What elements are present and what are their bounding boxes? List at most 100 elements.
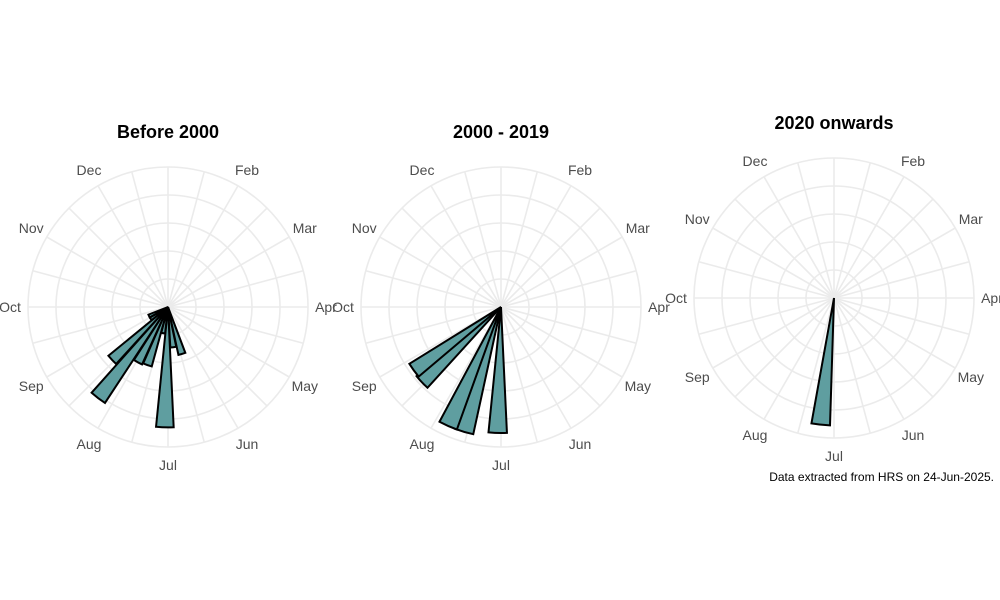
grid-spoke [167,185,239,308]
grid-spoke [833,297,905,420]
grid-spoke [430,185,502,308]
grid-spoke [500,306,572,429]
month-label: Jul [159,457,177,473]
bar [147,306,169,319]
grid-spoke [500,306,623,378]
month-label: Jun [236,436,259,452]
grid-spoke [763,297,835,420]
grid-spoke [167,306,268,407]
month-label: Jun [902,427,925,443]
month-label: Oct [0,299,21,315]
month-label: Aug [77,436,102,452]
month-label: Oct [332,299,354,315]
bar [408,306,502,378]
grid-spoke [167,171,206,308]
chart-title: 2000 - 2019 [453,122,549,142]
month-label: Apr [315,299,337,315]
grid-spoke [833,297,956,369]
month-label: Jul [825,448,843,464]
grid-spoke [46,236,169,308]
month-label: Sep [685,369,710,385]
grid-spoke [833,176,905,299]
grid-spoke [500,306,637,345]
month-label: Dec [77,162,102,178]
grid-spoke [130,171,169,308]
grid-spoke [500,185,572,308]
grid-spoke [833,227,956,299]
chart-title: 2020 onwards [774,113,893,133]
grid-spoke [500,269,637,308]
month-label: Mar [293,220,317,236]
bar [90,306,169,405]
month-label: Jul [492,457,510,473]
grid-spoke [167,236,290,308]
grid-spoke [500,207,601,308]
grid-spoke [463,171,502,308]
grid-spoke [167,269,304,308]
grid-spoke [167,306,239,429]
month-label: May [958,369,984,385]
month-label: Jun [569,436,592,452]
month-label: May [292,378,318,394]
month-label: Oct [665,290,687,306]
grid-spoke [68,207,169,308]
month-label: Nov [685,211,710,227]
polar-chart-3: 2020 onwards Dec Feb Mar Apr May Jun Jul Aug Sep O… [665,113,1000,464]
grid-spoke [833,297,970,336]
grid-spoke [46,306,169,378]
bar [487,306,508,434]
grid-spoke [379,236,502,308]
grid-spoke [712,227,835,299]
grid-spoke [32,269,169,308]
grid-spoke [712,297,835,369]
bar [415,306,502,390]
grid-spoke [833,162,872,299]
month-label: Aug [410,436,435,452]
grid-spoke [500,171,539,308]
month-label: Aug [743,427,768,443]
month-label: Nov [19,220,44,236]
grid-spoke [500,306,539,443]
grid-spoke [833,297,872,434]
month-label: Nov [352,220,377,236]
grid-spoke [500,306,601,407]
bar [438,306,502,431]
month-label: Feb [568,162,592,178]
grid-spoke [734,297,835,398]
grid-spoke [698,297,835,336]
grid-spoke [401,207,502,308]
grid-spoke [365,306,502,345]
caption: Data extracted from HRS on 24-Jun-2025. [769,470,994,484]
month-label: Mar [959,211,983,227]
month-label: Apr [981,290,1000,306]
month-label: Mar [626,220,650,236]
grid-spoke [833,260,970,299]
month-label: Dec [410,162,435,178]
grid-spoke [833,198,934,299]
polar-chart-1: Before 2000 Dec Feb Mar Apr May Jun Jul Aug Sep Oc… [0,122,337,473]
month-label: Feb [235,162,259,178]
month-label: Sep [19,378,44,394]
grid-spoke [167,306,290,378]
month-label: Sep [352,378,377,394]
bar [167,306,187,357]
month-label: May [625,378,651,394]
month-label: Feb [901,153,925,169]
grid-spoke [796,162,835,299]
grid-spoke [833,297,934,398]
bar [810,297,835,427]
grid-spoke [698,260,835,299]
grid-spoke [500,236,623,308]
grid-spoke [32,306,169,345]
month-label: Dec [743,153,768,169]
bar [154,306,175,429]
bar [107,306,169,366]
polar-chart-2: 2000 - 2019 Dec Feb Mar Apr May Jun Jul Aug Sep Oc… [332,122,670,473]
chart-title: Before 2000 [117,122,219,142]
grid-spoke [734,198,835,299]
grid-spoke [365,269,502,308]
grid-spoke [167,306,304,345]
grid-spoke [796,297,835,434]
month-label: Apr [648,299,670,315]
